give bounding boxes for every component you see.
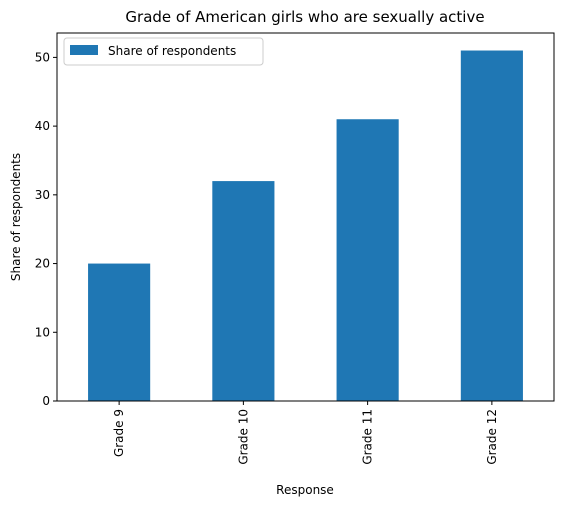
- legend: Share of respondents: [63, 37, 264, 66]
- x-axis-ticks: Grade 9 Grade 10 Grade 11 Grade 12: [112, 401, 499, 465]
- legend-label: Share of respondents: [108, 44, 236, 58]
- y-tick-label: 30: [35, 188, 50, 202]
- bars-group: [88, 50, 523, 402]
- x-tick-label: Grade 10: [236, 409, 250, 465]
- x-tick-label: Grade 11: [361, 409, 375, 465]
- y-axis-ticks: 0 10 20 30 40 50: [35, 50, 57, 408]
- y-tick-label: 20: [35, 257, 50, 271]
- bar-grade-11: [336, 119, 399, 402]
- y-axis-label: Share of respondents: [9, 153, 23, 281]
- x-tick-label: Grade 12: [485, 409, 499, 465]
- y-tick-label: 40: [35, 119, 50, 133]
- y-tick-label: 0: [42, 394, 50, 408]
- x-tick-label: Grade 9: [112, 409, 126, 457]
- bar-grade-9: [88, 263, 151, 401]
- y-tick-label: 10: [35, 325, 50, 339]
- legend-swatch: [70, 45, 98, 55]
- plot-frame: [56, 32, 555, 402]
- bar-grade-10: [212, 181, 275, 401]
- bar-grade-12: [460, 50, 523, 402]
- legend-box: [63, 37, 264, 66]
- y-tick-label: 50: [35, 50, 50, 64]
- x-axis-label: Response: [276, 483, 334, 497]
- chart-title: Grade of American girls who are sexually…: [125, 8, 484, 26]
